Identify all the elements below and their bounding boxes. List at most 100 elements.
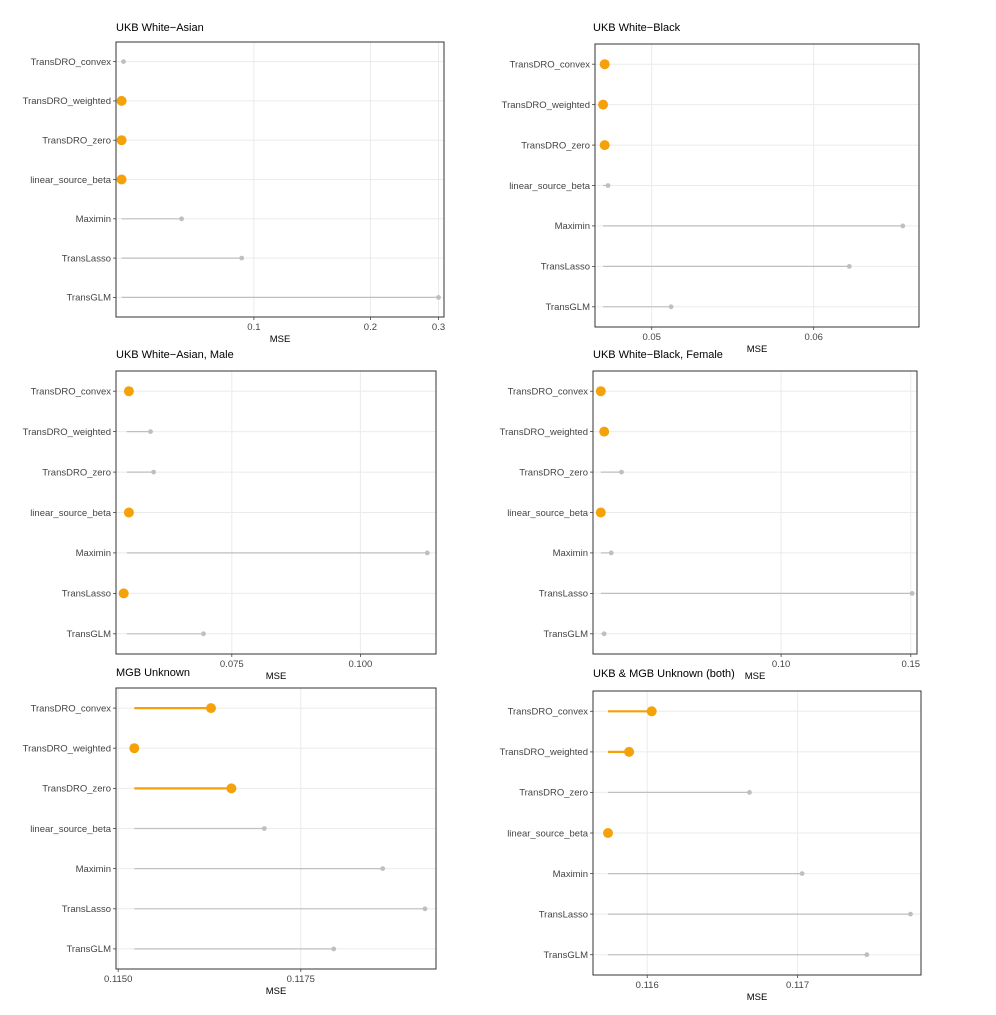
x-tick-label: 0.2 (364, 322, 377, 333)
panel-title: UKB White−Black (593, 22, 681, 34)
chart-svg: TransDRO_convex TransDRO_weighted TransDRO… (502, 43, 920, 355)
chart-svg: TransDRO_convex TransDRO_weighted TransDRO… (23, 687, 437, 997)
data-point (148, 429, 153, 434)
y-tick-label: TransGLM (66, 293, 111, 304)
y-tick-label: linear_source_beta (30, 508, 112, 519)
y-tick-label: TransGLM (543, 629, 588, 640)
panel-title: UKB & MGB Unknown (both) (593, 668, 735, 680)
y-tick-label: Maximin (553, 548, 588, 559)
y-tick-label: TransDRO_zero (521, 140, 590, 151)
data-point (116, 174, 127, 185)
y-tick-label: Maximin (76, 548, 111, 559)
data-point (129, 743, 140, 754)
data-point (624, 746, 635, 757)
x-axis-label: MSE (270, 334, 291, 345)
x-tick-label: 0.1175 (287, 974, 315, 985)
data-point (261, 826, 267, 831)
x-tick-label: 0.116 (636, 980, 659, 991)
data-point (619, 469, 624, 475)
panel-title: UKB White−Black, Female (593, 349, 723, 361)
chart-panel-ukb-white-black: UKB White−Black TransDRO_convex TransDRO_… (497, 22, 927, 355)
data-point (668, 304, 674, 310)
y-tick-label: TransDRO_weighted (500, 427, 588, 438)
y-tick-label: TransDRO_weighted (23, 744, 111, 755)
y-tick-label: Maximin (553, 869, 588, 880)
y-tick-label: TransDRO_convex (31, 57, 112, 68)
x-tick-label: 0.05 (642, 332, 661, 343)
data-point (422, 906, 428, 912)
data-point (116, 95, 127, 106)
chart-panel-ukb-mgb-unknown-both: UKB & MGB Unknown (both) TransDRO_convex… (497, 668, 927, 1003)
y-tick-label: TransGLM (545, 302, 590, 313)
data-point (123, 386, 134, 397)
y-tick-label: TransDRO_weighted (500, 747, 588, 758)
data-point (601, 631, 607, 637)
data-point (595, 507, 606, 518)
data-point (239, 255, 245, 261)
chart-svg: TransDRO_convex TransDRO_weighted TransDRO… (500, 370, 920, 682)
data-point (599, 59, 610, 70)
y-tick-label: TransDRO_weighted (502, 100, 590, 111)
chart-svg: TransDRO_convex TransDRO_weighted TransDRO… (23, 370, 437, 682)
plot-frame (594, 43, 920, 328)
data-point (599, 426, 610, 437)
data-point (598, 99, 609, 110)
data-point (900, 223, 906, 229)
data-point (603, 828, 613, 838)
y-tick-label: Maximin (555, 221, 590, 232)
y-tick-label: TransDRO_convex (510, 60, 591, 71)
chart-svg: TransDRO_convex TransDRO_weighted TransDRO… (500, 690, 922, 1003)
y-tick-label: linear_source_beta (509, 181, 591, 192)
y-tick-label: TransGLM (66, 944, 111, 955)
plot-frame (115, 370, 437, 655)
data-point (846, 264, 852, 269)
x-tick-label: 0.075 (220, 659, 244, 670)
y-tick-label: TransGLM (543, 950, 588, 961)
plot-frame (115, 41, 445, 318)
panel-title: MGB Unknown (116, 667, 190, 679)
x-axis-label: MSE (266, 986, 287, 997)
data-point (599, 140, 610, 151)
data-point (864, 952, 870, 958)
y-tick-label: TransDRO_zero (42, 467, 111, 478)
x-axis-label: MSE (747, 344, 768, 355)
data-point (201, 631, 206, 637)
data-point (605, 183, 611, 188)
y-tick-label: TransDRO_convex (508, 387, 589, 398)
y-tick-label: TransDRO_weighted (23, 427, 111, 438)
panel-title: UKB White−Asian (116, 22, 204, 34)
x-tick-label: 0.10 (772, 659, 791, 670)
x-tick-label: 0.117 (786, 980, 809, 991)
y-tick-label: TransDRO_convex (31, 387, 112, 398)
y-tick-label: TransDRO_convex (508, 707, 589, 718)
y-tick-label: TransGLM (66, 629, 111, 640)
chart-panel-ukb-white-asian: UKB White−Asian TransDRO_convex TransDRO_… (20, 22, 450, 345)
data-point (799, 871, 805, 876)
data-point (646, 706, 657, 717)
data-point (179, 216, 185, 222)
y-tick-label: linear_source_beta (30, 824, 112, 835)
data-point (595, 386, 606, 397)
y-tick-label: linear_source_beta (507, 508, 589, 519)
x-tick-label: 0.100 (349, 659, 373, 670)
data-point (331, 946, 337, 952)
plot-frame (592, 690, 922, 976)
chart-panel-ukb-white-black-female: UKB White−Black, Female TransDRO_convex T… (497, 349, 927, 682)
y-tick-label: TransLasso (62, 904, 111, 915)
y-tick-label: TransDRO_weighted (23, 96, 111, 107)
chart-svg: TransDRO_convex TransDRO_weighted TransDRO… (23, 41, 445, 345)
y-tick-label: TransDRO_zero (42, 136, 111, 147)
y-tick-label: Maximin (76, 214, 111, 225)
data-point (747, 790, 752, 795)
data-point (226, 783, 237, 794)
y-tick-label: TransLasso (539, 909, 588, 920)
data-point (123, 507, 134, 518)
y-tick-label: linear_source_beta (30, 175, 112, 186)
data-point (424, 550, 430, 556)
data-point (908, 911, 913, 917)
y-tick-label: TransDRO_zero (519, 788, 588, 799)
data-point (116, 135, 127, 146)
data-point (436, 295, 441, 300)
plot-frame (115, 687, 437, 970)
y-tick-label: TransDRO_zero (519, 467, 588, 478)
